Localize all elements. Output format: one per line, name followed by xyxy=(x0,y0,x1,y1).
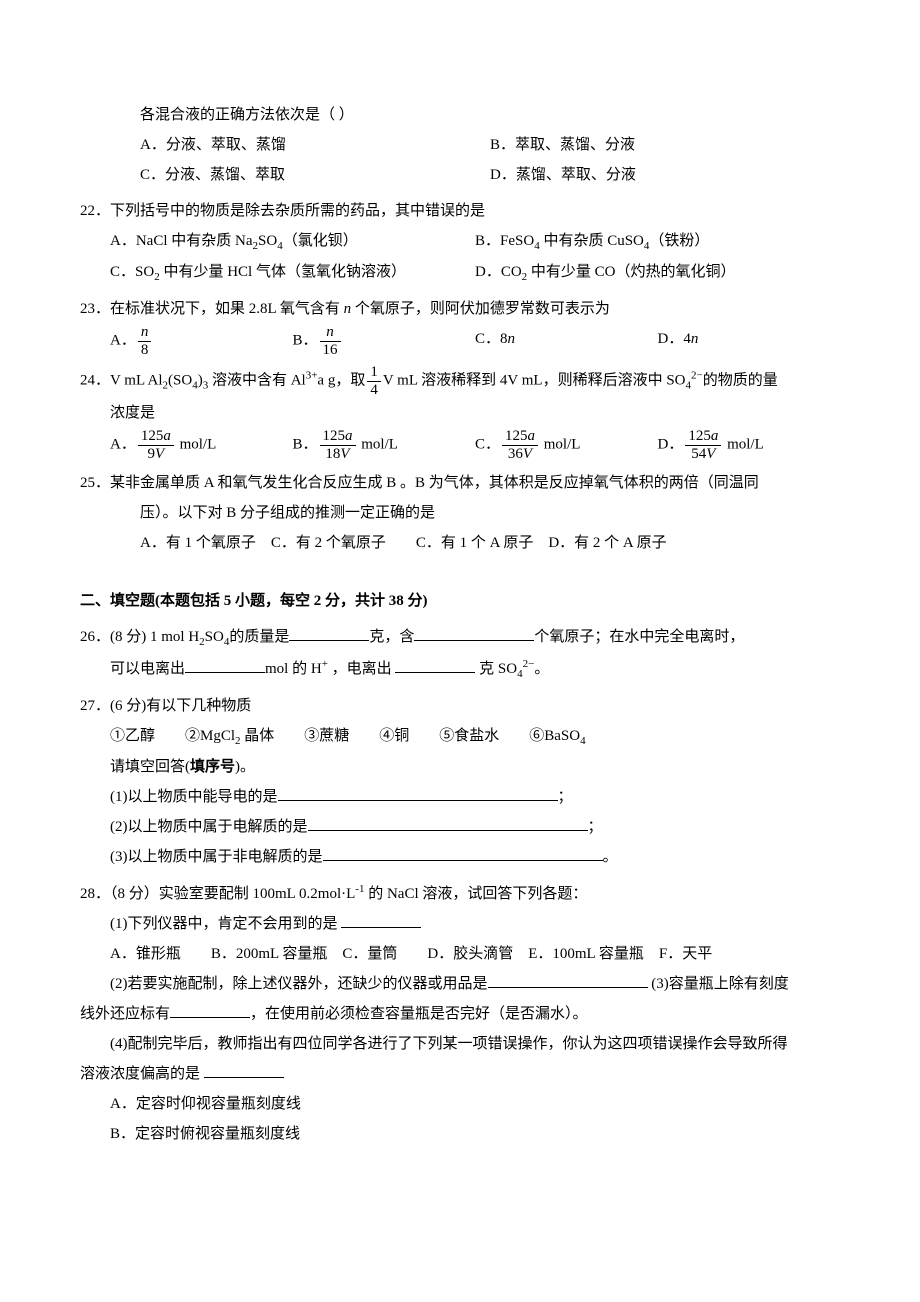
blank xyxy=(170,1002,250,1018)
q23-C: C．8n xyxy=(475,324,658,358)
q24-options: A．125a9V mol/L B．125a18V mol/L C．125a36V… xyxy=(80,428,840,462)
q24-D: D．125a54V mol/L xyxy=(658,428,841,462)
q22-stem: 22．下列括号中的物质是除去杂质所需的药品，其中错误的是 xyxy=(80,196,840,226)
blank xyxy=(341,912,421,928)
q26-line1: 26．(8 分) 1 mol H2SO4的质量是克，含个氧原子；在水中完全电离时… xyxy=(80,622,840,653)
q24-line2: 浓度是 xyxy=(80,398,840,428)
q24-C: C．125a36V mol/L xyxy=(475,428,658,462)
q26-line2: 可以电离出mol 的 H+ ，电离出 克 SO42−。 xyxy=(80,653,840,685)
q25-options: A．有 1 个氧原子 C．有 2 个氧原子 C．有 1 个 A 原子 D．有 2… xyxy=(80,528,840,558)
q22-D: D．CO2 中有少量 CO（灼热的氧化铜） xyxy=(475,264,736,280)
q21-C: C．分液、蒸馏、萃取 xyxy=(140,167,285,183)
q28-p4b: 溶液浓度偏高的是 xyxy=(80,1059,840,1089)
q27-p3: (3)以上物质中属于非电解质的是。 xyxy=(80,842,840,872)
q28-p1: (1)下列仪器中，肯定不会用到的是 xyxy=(80,909,840,939)
q28-p3: 线外还应标有，在使用前必须检查容量瓶是否完好（是否漏水）。 xyxy=(80,999,840,1029)
q28-B: B．定容时俯视容量瓶刻度线 xyxy=(80,1119,840,1149)
q23-A: A．n8 xyxy=(110,324,293,358)
q25-line1: 25．某非金属单质 A 和氧气发生化合反应生成 B 。B 为气体，其体积是反应掉… xyxy=(80,468,840,498)
q23-options: A．n8 B．n16 C．8n D．4n xyxy=(80,324,840,358)
q22-row1: A．NaCl 中有杂质 Na2SO4（氯化钡） B．FeSO4 中有杂质 CuS… xyxy=(80,226,840,257)
q22-B: B．FeSO4 中有杂质 CuSO4（铁粉） xyxy=(475,233,709,249)
q24-A: A．125a9V mol/L xyxy=(110,428,293,462)
blank xyxy=(278,785,558,801)
q28-stem: 28．（8 分）实验室要配制 100mL 0.2mol·L-1 的 NaCl 溶… xyxy=(80,878,840,909)
q27-p2: (2)以上物质中属于电解质的是； xyxy=(80,812,840,842)
q25-line2: 压）。以下对 B 分子组成的推测一定正确的是 xyxy=(80,498,840,528)
q23-stem: 23．在标准状况下，如果 2.8L 氧气含有 n 个氧原子，则阿伏加德罗常数可表… xyxy=(80,294,840,324)
q23-D: D．4n xyxy=(658,324,841,358)
blank xyxy=(308,815,588,831)
q21-tail: 各混合液的正确方法依次是（ ） xyxy=(80,100,840,130)
blank xyxy=(289,625,369,641)
q28-p1-opts: A．锥形瓶 B．200mL 容量瓶 C．量筒 D．胶头滴管 E．100mL 容量… xyxy=(80,939,840,969)
q24-stem: 24．V mL Al2(SO4)3 溶液中含有 Al3+a g，取14V mL … xyxy=(80,364,840,398)
q22-row2: C．SO2 中有少量 HCl 气体（氢氧化钠溶液） D．CO2 中有少量 CO（… xyxy=(80,257,840,288)
section2-title: 二、填空题(本题包括 5 小题，每空 2 分，共计 38 分) xyxy=(80,586,840,616)
q27-hint: 请填空回答(填序号)。 xyxy=(80,752,840,782)
blank xyxy=(395,657,475,673)
q27-p1: (1)以上物质中能导电的是； xyxy=(80,782,840,812)
q22-A: A．NaCl 中有杂质 Na2SO4（氯化钡） xyxy=(110,233,358,249)
q21-D: D．蒸馏、萃取、分液 xyxy=(490,167,636,183)
blank xyxy=(488,972,648,988)
q28-p4a: (4)配制完毕后，教师指出有四位同学各进行了下列某一项错误操作，你认为这四项错误… xyxy=(80,1029,840,1059)
q27-stem: 27．(6 分)有以下几种物质 xyxy=(80,691,840,721)
q21-options-2: C．分液、蒸馏、萃取 D．蒸馏、萃取、分液 xyxy=(80,160,840,190)
q27-items: ①乙醇 ②MgCl2 晶体 ③蔗糖 ④铜 ⑤食盐水 ⑥BaSO4 xyxy=(80,721,840,752)
q21-options: A．分液、萃取、蒸馏 B．萃取、蒸馏、分液 xyxy=(80,130,840,160)
q23-B: B．n16 xyxy=(293,324,476,358)
q21-A: A．分液、萃取、蒸馏 xyxy=(140,137,286,153)
q22-C: C．SO2 中有少量 HCl 气体（氢氧化钠溶液） xyxy=(110,264,406,280)
q21-B: B．萃取、蒸馏、分液 xyxy=(490,137,635,153)
blank xyxy=(414,625,534,641)
blank xyxy=(185,657,265,673)
blank xyxy=(323,845,603,861)
q24-B: B．125a18V mol/L xyxy=(293,428,476,462)
q28-A: A．定容时仰视容量瓶刻度线 xyxy=(80,1089,840,1119)
q28-p2: (2)若要实施配制，除上述仪器外，还缺少的仪器或用品是 (3)容量瓶上除有刻度 xyxy=(80,969,840,999)
blank xyxy=(204,1062,284,1078)
